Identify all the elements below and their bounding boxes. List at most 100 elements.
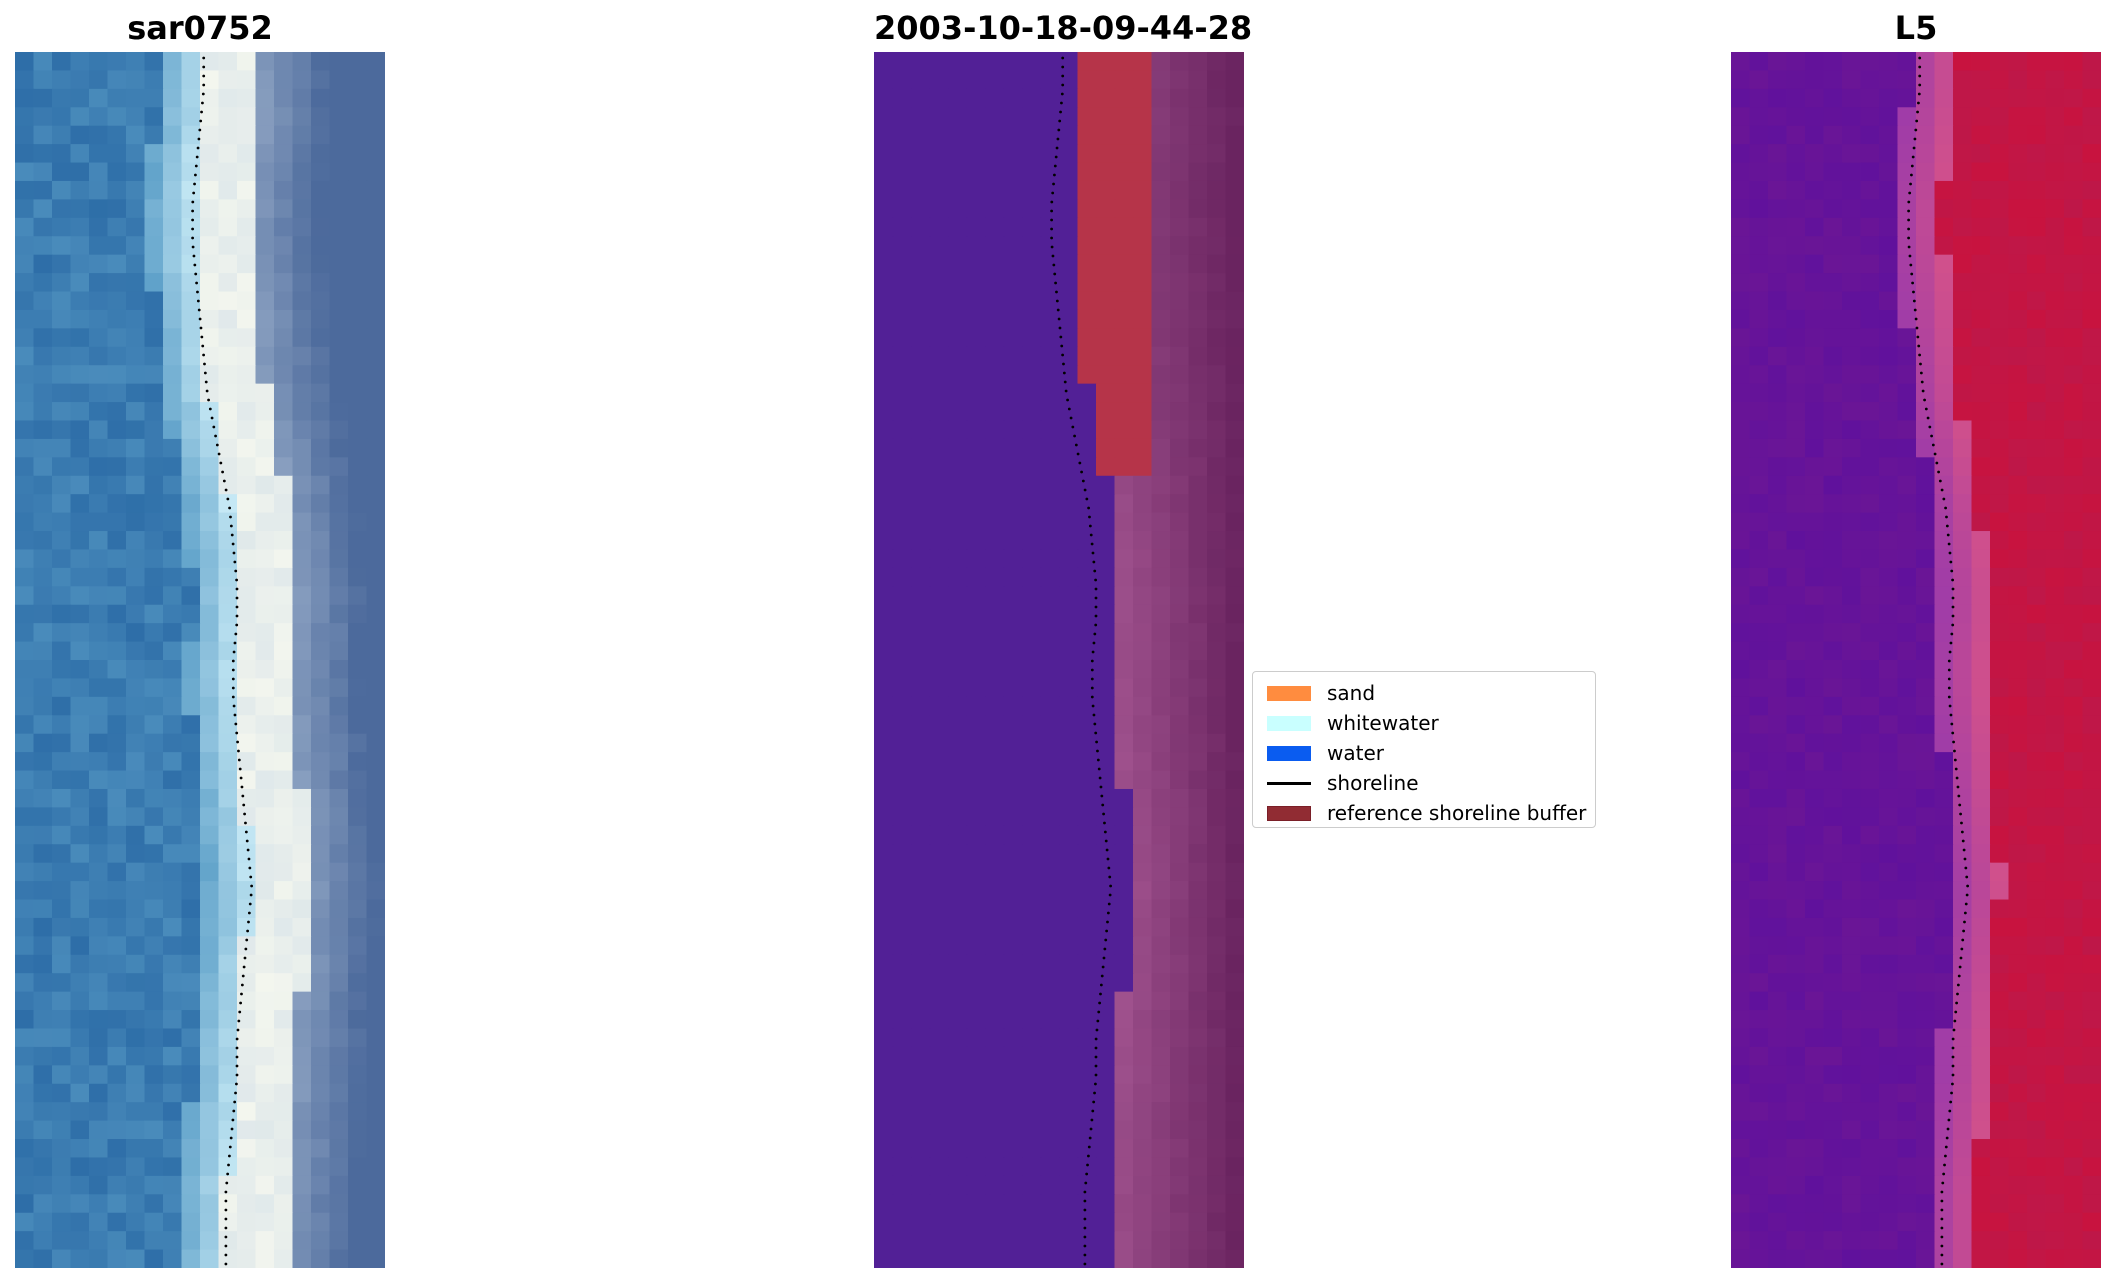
- rgb-pixel: [329, 1212, 349, 1232]
- class-pixel: [1114, 715, 1134, 735]
- rgb-pixel: [144, 1231, 164, 1251]
- class-pixel: [892, 788, 912, 808]
- rgb-pixel: [255, 1212, 275, 1232]
- rgb-pixel: [311, 180, 331, 200]
- mndwi-pixel: [1786, 494, 1806, 514]
- mndwi-pixel: [1916, 1046, 1936, 1066]
- mndwi-pixel: [2064, 291, 2084, 311]
- rgb-pixel: [274, 402, 294, 422]
- class-pixel: [1022, 660, 1042, 680]
- class-pixel: [929, 346, 949, 366]
- class-pixel: [1077, 1212, 1097, 1232]
- class-pixel: [1003, 475, 1023, 495]
- class-pixel: [1151, 696, 1171, 716]
- class-pixel: [1003, 70, 1023, 90]
- class-pixel: [1003, 715, 1023, 735]
- mndwi-pixel: [1934, 1102, 1954, 1122]
- class-pixel: [1225, 420, 1244, 440]
- mndwi-pixel: [1934, 1139, 1954, 1159]
- mndwi-pixel: [2082, 512, 2101, 532]
- class-pixel: [1077, 457, 1097, 477]
- mndwi-pixel: [2008, 254, 2028, 274]
- shoreline-point: [1930, 434, 1933, 438]
- rgb-pixel: [52, 917, 72, 937]
- rgb-pixel: [274, 365, 294, 385]
- shoreline-point: [1940, 1208, 1944, 1212]
- mndwi-pixel: [2045, 420, 2065, 440]
- class-pixel: [1225, 1065, 1244, 1085]
- mndwi-pixel: [2082, 1010, 2101, 1030]
- class-pixel: [948, 1194, 968, 1214]
- mndwi-pixel: [1749, 1139, 1769, 1159]
- shoreline-point: [1918, 353, 1921, 357]
- mndwi-pixel: [1786, 1010, 1806, 1030]
- rgb-pixel: [292, 309, 312, 329]
- mndwi-pixel: [1934, 715, 1954, 735]
- class-pixel: [1040, 881, 1060, 901]
- shoreline-point: [232, 551, 236, 555]
- shoreline-point: [1083, 488, 1087, 492]
- mndwi-pixel: [1860, 917, 1880, 937]
- shoreline-point: [1062, 371, 1066, 375]
- mndwi-pixel: [1990, 549, 2010, 569]
- mndwi-pixel: [1953, 1028, 1973, 1048]
- shoreline-point: [1949, 1100, 1953, 1104]
- rgb-pixel: [348, 1249, 368, 1268]
- shoreline-point: [1104, 839, 1108, 843]
- class-pixel: [1040, 494, 1060, 514]
- mndwi-pixel: [2082, 475, 2101, 495]
- rgb-pixel: [89, 586, 109, 606]
- class-pixel: [1133, 1249, 1153, 1268]
- mndwi-pixel: [1934, 604, 1954, 624]
- rgb-pixel: [218, 862, 238, 882]
- class-pixel: [1022, 954, 1042, 974]
- shoreline-point: [241, 974, 245, 978]
- class-pixel: [1133, 696, 1153, 716]
- class-pixel: [1003, 586, 1023, 606]
- mndwi-pixel: [1916, 1065, 1936, 1085]
- mndwi-pixel: [1971, 383, 1991, 403]
- class-pixel: [1022, 973, 1042, 993]
- rgb-pixel: [274, 383, 294, 403]
- class-pixel: [1022, 1175, 1042, 1195]
- mndwi-pixel: [2027, 954, 2047, 974]
- mndwi-pixel: [1749, 917, 1769, 937]
- rgb-pixel: [126, 475, 146, 495]
- mndwi-pixel: [2064, 88, 2084, 108]
- class-pixel: [892, 1046, 912, 1066]
- class-pixel: [1207, 1249, 1227, 1268]
- mndwi-pixel: [1786, 678, 1806, 698]
- class-pixel: [874, 678, 894, 698]
- mndwi-pixel: [1916, 733, 1936, 753]
- rgb-pixel: [255, 1120, 275, 1140]
- class-pixel: [1096, 862, 1116, 882]
- rgb-pixel: [144, 549, 164, 569]
- class-pixel: [966, 144, 986, 164]
- mndwi-pixel: [1731, 973, 1751, 993]
- class-pixel: [985, 273, 1005, 293]
- class-pixel: [1096, 273, 1116, 293]
- rgb-pixel: [70, 825, 90, 845]
- mndwi-pixel: [1768, 1212, 1788, 1232]
- mndwi-pixel: [1971, 696, 1991, 716]
- mndwi-pixel: [1971, 438, 1991, 458]
- mndwi-pixel: [1934, 236, 1954, 256]
- class-pixel: [1059, 954, 1079, 974]
- class-pixel: [948, 788, 968, 808]
- mndwi-pixel: [1860, 494, 1880, 514]
- rgb-pixel: [218, 309, 238, 329]
- rgb-pixel: [52, 107, 72, 127]
- mndwi-pixel: [1805, 678, 1825, 698]
- rgb-pixel: [163, 973, 183, 993]
- rgb-pixel: [329, 494, 349, 514]
- rgb-pixel: [70, 1028, 90, 1048]
- rgb-pixel: [89, 604, 109, 624]
- rgb-pixel: [274, 180, 294, 200]
- rgb-pixel: [329, 1249, 349, 1268]
- mndwi-pixel: [1749, 236, 1769, 256]
- class-pixel: [1170, 1231, 1190, 1251]
- class-pixel: [1151, 567, 1171, 587]
- rgb-pixel: [311, 1194, 331, 1214]
- shoreline-point: [1083, 1235, 1087, 1239]
- rgb-pixel: [163, 1120, 183, 1140]
